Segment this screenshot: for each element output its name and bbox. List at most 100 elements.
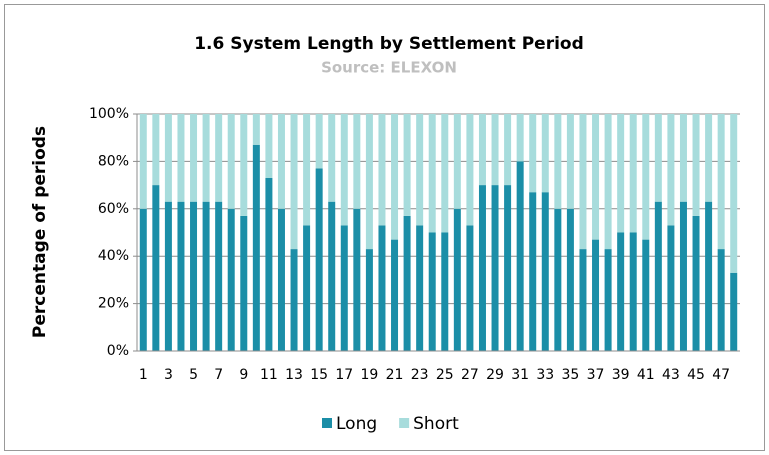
- bar-segment: [617, 114, 625, 233]
- x-tick-label: 35: [561, 367, 579, 383]
- x-tick-label: 29: [486, 367, 504, 383]
- bar-segment: [391, 239, 399, 351]
- bar-segment: [579, 249, 587, 351]
- bar-segment: [428, 232, 436, 351]
- bar-segment: [554, 114, 562, 209]
- legend-swatch: [322, 418, 332, 428]
- bar-segment: [692, 114, 700, 216]
- bar-segment: [190, 201, 198, 351]
- x-tick-label: 45: [687, 367, 705, 383]
- bar-segment: [579, 114, 587, 250]
- bar-segment: [328, 114, 336, 202]
- bar-segment: [340, 114, 348, 226]
- bar-segment: [679, 201, 687, 351]
- x-tick-label: 19: [360, 367, 378, 383]
- bar-segment: [529, 114, 537, 193]
- x-tick-label: 5: [189, 367, 198, 383]
- bar-segment: [315, 114, 323, 169]
- legend-label: Short: [413, 414, 459, 434]
- bar-segment: [592, 114, 600, 240]
- bar-segment: [679, 114, 687, 202]
- chart-subtitle: Source: ELEXON: [321, 59, 457, 77]
- bar-segment: [730, 114, 738, 273]
- bar-segment: [202, 114, 210, 202]
- legend-swatch: [399, 418, 410, 428]
- x-tick-label: 11: [260, 367, 278, 383]
- y-tick-label: 80%: [98, 153, 129, 169]
- legend-label: Long: [336, 414, 377, 434]
- chart-title: 1.6 System Length by Settlement Period: [194, 34, 584, 54]
- x-tick-label: 41: [637, 367, 655, 383]
- bar-segment: [692, 215, 700, 351]
- x-tick-label: 25: [436, 367, 454, 383]
- bar-segment: [277, 208, 285, 351]
- bar-segment: [215, 114, 223, 202]
- bar-segment: [353, 208, 361, 351]
- bar-segment: [541, 114, 549, 193]
- bar-segment: [215, 201, 223, 351]
- x-tick-label: 37: [587, 367, 605, 383]
- bar-segment: [365, 249, 373, 351]
- bar-segment: [604, 114, 612, 250]
- bar-segment: [252, 144, 260, 351]
- bar-segment: [340, 225, 348, 351]
- x-tick-label: 15: [310, 367, 328, 383]
- bar-segment: [491, 185, 499, 351]
- bar-segment: [541, 192, 549, 351]
- bar-segment: [416, 114, 424, 226]
- bar-segment: [240, 114, 248, 216]
- bar-segment: [504, 185, 512, 351]
- x-tick-label: 17: [335, 367, 353, 383]
- bar-segment: [566, 208, 574, 351]
- bar-segment: [554, 208, 562, 351]
- bar-segment: [315, 168, 323, 351]
- bar-segment: [667, 114, 675, 226]
- bar-segment: [378, 114, 386, 226]
- x-tick-label: 13: [285, 367, 303, 383]
- bar-segment: [164, 201, 172, 351]
- bar-segment: [152, 185, 160, 351]
- bar-segment: [365, 114, 373, 250]
- bar-segment: [416, 225, 424, 351]
- x-tick-label: 21: [386, 367, 404, 383]
- bar-segment: [152, 114, 160, 186]
- bar-segment: [504, 114, 512, 186]
- bar-segment: [227, 114, 235, 209]
- bar-segment: [717, 249, 725, 351]
- bar-segment: [466, 225, 474, 351]
- bar-segment: [227, 208, 235, 351]
- x-tick-label: 23: [411, 367, 429, 383]
- y-tick-label: 20%: [98, 296, 129, 312]
- bar-segment: [240, 215, 248, 351]
- x-tick-label: 3: [164, 367, 173, 383]
- bar-segment: [629, 114, 637, 233]
- bar-segment: [617, 232, 625, 351]
- bar-segment: [705, 114, 713, 202]
- x-tick-label: 1: [139, 367, 148, 383]
- y-axis-label: Percentage of periods: [30, 126, 50, 338]
- bar-segment: [202, 201, 210, 351]
- x-tick-label: 39: [612, 367, 630, 383]
- bar-segment: [478, 185, 486, 351]
- bar-segment: [717, 114, 725, 250]
- bar-segment: [478, 114, 486, 186]
- bar-segment: [190, 114, 198, 202]
- x-tick-label: 27: [461, 367, 479, 383]
- bar-segment: [667, 225, 675, 351]
- bar-segment: [303, 225, 311, 351]
- x-tick-label: 31: [511, 367, 529, 383]
- bar-segment: [642, 239, 650, 351]
- bar-segment: [328, 201, 336, 351]
- bar-segment: [265, 114, 273, 178]
- bar-segment: [516, 114, 524, 162]
- bar-segment: [466, 114, 474, 226]
- bar-segment: [654, 114, 662, 202]
- y-tick-label: 0%: [107, 343, 129, 359]
- bar-segment: [441, 232, 449, 351]
- bar-segment: [303, 114, 311, 226]
- bar-segment: [378, 225, 386, 351]
- bar-segment: [177, 201, 185, 351]
- bar-segment: [491, 114, 499, 186]
- x-tick-label: 9: [239, 367, 248, 383]
